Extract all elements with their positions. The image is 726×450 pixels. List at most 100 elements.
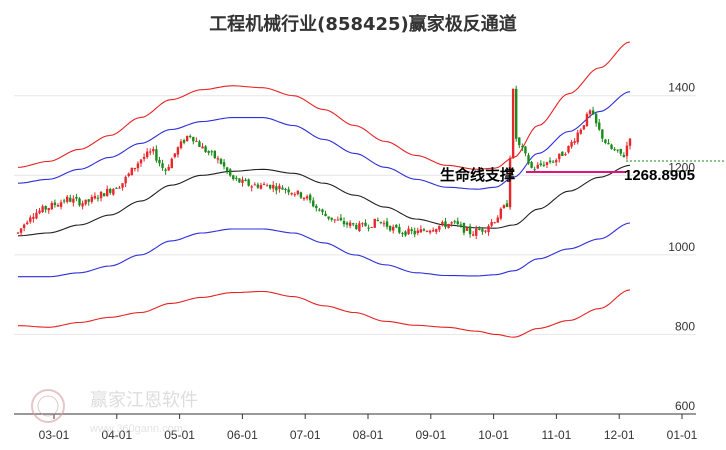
- candle-body: [616, 149, 619, 151]
- candle-body: [302, 197, 306, 200]
- candle: [290, 192, 293, 196]
- candle-body: [456, 221, 459, 225]
- candle: [124, 175, 127, 188]
- candle: [315, 204, 318, 212]
- y-tick-label: 600: [675, 399, 695, 413]
- candle: [142, 153, 146, 162]
- candle: [475, 225, 478, 239]
- candle-body: [204, 146, 207, 153]
- candle-body: [293, 194, 296, 196]
- candle-body: [96, 197, 100, 199]
- candle: [604, 138, 607, 145]
- x-tick-label: 08-01: [353, 428, 384, 442]
- candle: [192, 136, 195, 145]
- candle: [259, 182, 263, 190]
- candle: [428, 229, 432, 235]
- candle-body: [170, 158, 173, 169]
- candle: [155, 145, 158, 163]
- candle-body: [410, 229, 413, 232]
- candle: [385, 217, 389, 230]
- candle-body: [391, 226, 395, 231]
- candle: [219, 157, 223, 165]
- candle-body: [579, 129, 582, 134]
- candle-body: [66, 196, 69, 202]
- candle-body: [182, 140, 186, 143]
- candle-body: [121, 183, 124, 188]
- candle-body: [453, 221, 456, 223]
- candle-body: [176, 147, 180, 155]
- candle-body: [536, 164, 539, 169]
- candle: [527, 152, 530, 165]
- candle: [496, 215, 499, 223]
- candle-body: [625, 145, 629, 157]
- candle-body: [265, 185, 269, 187]
- candle-body: [548, 160, 552, 163]
- candle: [554, 158, 558, 167]
- candle: [490, 218, 493, 228]
- candle-body: [594, 113, 598, 124]
- candle-body: [465, 227, 469, 231]
- candle: [435, 228, 438, 235]
- candle-body: [591, 110, 595, 115]
- candle: [456, 217, 459, 227]
- candle: [336, 216, 340, 221]
- candle-body: [527, 155, 530, 164]
- candle-body: [195, 141, 198, 143]
- candle-body: [444, 221, 447, 228]
- candle-body: [102, 193, 106, 197]
- candle: [333, 219, 336, 224]
- candle-body: [475, 228, 478, 236]
- candle: [19, 228, 23, 237]
- candle: [345, 221, 349, 228]
- candle-body: [272, 184, 275, 189]
- candle-body: [38, 210, 41, 214]
- candle: [542, 161, 546, 167]
- candle: [232, 174, 235, 181]
- candle: [598, 118, 601, 131]
- candle: [296, 190, 300, 196]
- candle: [536, 162, 539, 169]
- candle-body: [281, 187, 284, 190]
- candle: [468, 223, 472, 238]
- candle: [75, 193, 78, 202]
- candle-body: [567, 145, 570, 153]
- candle-body: [268, 184, 272, 189]
- candle-body: [490, 221, 493, 226]
- candle-body: [62, 200, 66, 202]
- candle-body: [179, 141, 183, 149]
- candle-body: [167, 166, 170, 171]
- candle: [610, 143, 613, 150]
- candle: [50, 201, 54, 211]
- candle: [102, 192, 106, 197]
- candle-body: [505, 203, 509, 207]
- watermark: 赢家江恩软件 www.360gann.com: [31, 389, 198, 435]
- candle-body: [419, 229, 423, 233]
- candle-body: [278, 185, 281, 190]
- candle: [136, 161, 140, 172]
- support-annotation: 生命线支撑 1268.8905: [440, 160, 724, 184]
- candle-body: [109, 188, 112, 193]
- candle-body: [508, 157, 512, 208]
- candle: [594, 113, 598, 127]
- candle-body: [551, 161, 555, 163]
- candle: [591, 106, 595, 115]
- candle-body: [598, 122, 601, 130]
- candle-body: [395, 224, 398, 228]
- candle: [26, 220, 29, 225]
- x-tick-label: 12-01: [604, 428, 635, 442]
- candle: [502, 204, 506, 209]
- candle-body: [468, 226, 472, 235]
- watermark-logo-inner-icon: [37, 395, 59, 417]
- candle-body: [413, 230, 416, 235]
- candle: [548, 157, 552, 164]
- candle: [229, 168, 232, 177]
- candle: [318, 207, 321, 212]
- candle-body: [358, 223, 361, 231]
- candle-body: [576, 132, 579, 143]
- candle: [281, 185, 284, 190]
- candle-body: [330, 217, 333, 220]
- candle: [213, 150, 217, 159]
- candle-body: [481, 229, 484, 232]
- candle: [425, 230, 429, 233]
